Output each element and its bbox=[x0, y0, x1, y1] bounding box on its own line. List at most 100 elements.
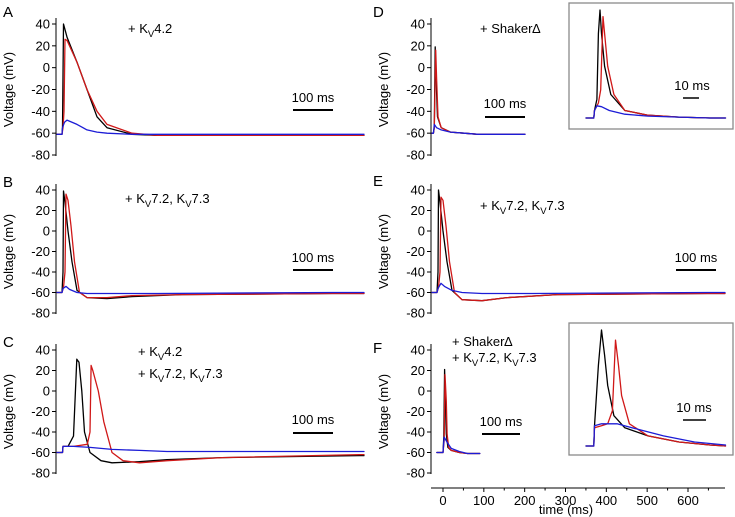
subscript: V bbox=[185, 199, 192, 210]
y-tick-label: 0 bbox=[418, 224, 425, 239]
scale-bar-label: 100 ms bbox=[292, 412, 335, 427]
scale-bar-label: 100 ms bbox=[292, 250, 335, 265]
trace-black bbox=[56, 190, 365, 300]
x-tick-label: 100 bbox=[473, 493, 495, 508]
trace-blue bbox=[56, 285, 365, 295]
inset-frame bbox=[568, 2, 734, 130]
y-tick-label: 0 bbox=[418, 384, 425, 399]
y-axis-label: Voltage (mV) bbox=[376, 52, 391, 127]
y-tick-label: 20 bbox=[36, 38, 50, 53]
y-tick-label: 0 bbox=[43, 60, 50, 75]
y-tick-label: 20 bbox=[411, 203, 425, 218]
inset-trace-blue bbox=[585, 423, 727, 447]
y-tick-label: -20 bbox=[31, 82, 50, 97]
y-tick-label: 20 bbox=[411, 363, 425, 378]
label-text: 7.2, K bbox=[506, 198, 540, 213]
inset-trace-blue bbox=[585, 105, 727, 119]
panel-label: E bbox=[373, 173, 383, 190]
subscript: V bbox=[540, 206, 547, 217]
y-tick-label: -80 bbox=[31, 148, 50, 163]
panel-label: B bbox=[3, 174, 13, 191]
label-text: + Shaker∆ bbox=[452, 334, 512, 349]
panel-label: C bbox=[3, 334, 14, 351]
label-text: 7.2, K bbox=[164, 366, 198, 381]
condition-label: + Shaker∆ bbox=[452, 334, 512, 349]
label-text: + K bbox=[138, 366, 158, 381]
y-tick-label: -20 bbox=[31, 244, 50, 259]
y-axis-label: Voltage (mV) bbox=[376, 214, 391, 289]
y-tick-label: 40 bbox=[36, 183, 50, 198]
y-tick-label: -40 bbox=[406, 104, 425, 119]
trace-blue bbox=[56, 445, 365, 454]
y-tick-label: -80 bbox=[406, 148, 425, 163]
panel-f: F 40 20 0 -20 -40 -60 -80 Voltage (mV) + Shaker∆+… bbox=[373, 322, 734, 481]
condition-label: + KV7.2, KV7.3 bbox=[125, 191, 210, 210]
label-text: + K bbox=[480, 198, 500, 213]
label-text: 7.2, K bbox=[478, 350, 512, 365]
y-tick-label: 0 bbox=[43, 384, 50, 399]
y-tick-label: -60 bbox=[31, 445, 50, 460]
y-tick-label: -20 bbox=[406, 82, 425, 97]
trace-blue bbox=[436, 436, 481, 455]
y-tick-label: 40 bbox=[411, 343, 425, 358]
scale-bar-label: 100 ms bbox=[292, 90, 335, 105]
label-text: + K bbox=[138, 344, 158, 359]
subscript: V bbox=[512, 358, 519, 369]
y-tick-label: -80 bbox=[31, 306, 50, 321]
y-tick-label: -20 bbox=[406, 404, 425, 419]
subscript: V bbox=[158, 352, 165, 363]
trace-blue bbox=[56, 119, 365, 135]
y-tick-label: -80 bbox=[406, 466, 425, 481]
condition-label: + Shaker∆ bbox=[480, 21, 540, 36]
label-text: + K bbox=[452, 350, 472, 365]
label-text: 4.2 bbox=[154, 21, 172, 36]
y-tick-label: 20 bbox=[36, 363, 50, 378]
condition-label: + KV4.2 bbox=[138, 344, 182, 363]
y-tick-label: -40 bbox=[31, 265, 50, 280]
y-tick-label: -60 bbox=[406, 126, 425, 141]
y-axis-label: Voltage (mV) bbox=[376, 374, 391, 449]
y-axis-label: Voltage (mV) bbox=[1, 374, 16, 449]
y-tick-label: -60 bbox=[31, 285, 50, 300]
inset-scale-bar-label: 10 ms bbox=[674, 78, 710, 93]
inset-frame bbox=[568, 322, 734, 456]
y-tick-label: -40 bbox=[31, 425, 50, 440]
inset-trace-red bbox=[585, 15, 727, 119]
y-tick-label: 40 bbox=[36, 17, 50, 32]
panel-label: A bbox=[3, 4, 13, 21]
x-tick-label: 400 bbox=[595, 493, 617, 508]
label-text: 7.2, K bbox=[151, 191, 185, 206]
x-tick-label: 600 bbox=[677, 493, 699, 508]
y-tick-label: -60 bbox=[31, 126, 50, 141]
trace-black bbox=[431, 189, 726, 302]
x-tick-label: 0 bbox=[439, 493, 446, 508]
x-axis-label: time (ms) bbox=[539, 502, 593, 517]
y-axis-label: Voltage (mV) bbox=[1, 52, 16, 127]
x-tick-label: 200 bbox=[514, 493, 536, 508]
subscript: V bbox=[145, 199, 152, 210]
x-tick-label: 300 bbox=[555, 493, 577, 508]
trace-red bbox=[431, 196, 726, 302]
y-tick-label: 0 bbox=[43, 224, 50, 239]
y-tick-label: 40 bbox=[36, 343, 50, 358]
inset-trace-black bbox=[585, 329, 727, 447]
trace-blue bbox=[431, 123, 526, 135]
label-text: + K bbox=[125, 191, 145, 206]
subscript: V bbox=[500, 206, 507, 217]
y-tick-label: 40 bbox=[411, 183, 425, 198]
y-tick-label: -60 bbox=[406, 285, 425, 300]
y-tick-label: 20 bbox=[411, 38, 425, 53]
label-text: 4.2 bbox=[164, 344, 182, 359]
trace-red bbox=[56, 193, 365, 299]
y-tick-label: -20 bbox=[406, 244, 425, 259]
y-axis-label: Voltage (mV) bbox=[1, 214, 16, 289]
subscript: V bbox=[198, 374, 205, 385]
condition-label: + KV7.2, KV7.3 bbox=[138, 366, 223, 385]
trace-black bbox=[431, 46, 526, 135]
panel-label: F bbox=[373, 340, 382, 357]
label-text: 7.3 bbox=[205, 366, 223, 381]
y-tick-label: -80 bbox=[31, 466, 50, 481]
trace-red bbox=[431, 49, 526, 135]
